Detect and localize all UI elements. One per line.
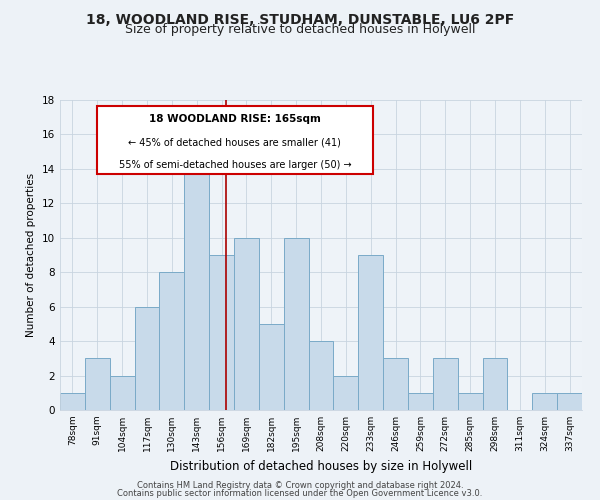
FancyBboxPatch shape bbox=[97, 106, 373, 174]
Bar bbox=[433, 358, 458, 410]
Bar bbox=[334, 376, 358, 410]
Text: Contains public sector information licensed under the Open Government Licence v3: Contains public sector information licen… bbox=[118, 488, 482, 498]
Bar bbox=[184, 169, 209, 410]
Bar bbox=[60, 393, 85, 410]
X-axis label: Distribution of detached houses by size in Holywell: Distribution of detached houses by size … bbox=[170, 460, 472, 472]
Bar bbox=[284, 238, 308, 410]
Text: Contains HM Land Registry data © Crown copyright and database right 2024.: Contains HM Land Registry data © Crown c… bbox=[137, 481, 463, 490]
Bar bbox=[532, 393, 557, 410]
Text: 18, WOODLAND RISE, STUDHAM, DUNSTABLE, LU6 2PF: 18, WOODLAND RISE, STUDHAM, DUNSTABLE, L… bbox=[86, 12, 514, 26]
Bar bbox=[259, 324, 284, 410]
Text: 18 WOODLAND RISE: 165sqm: 18 WOODLAND RISE: 165sqm bbox=[149, 114, 321, 124]
Bar bbox=[160, 272, 184, 410]
Bar bbox=[134, 306, 160, 410]
Text: ← 45% of detached houses are smaller (41): ← 45% of detached houses are smaller (41… bbox=[128, 137, 341, 147]
Bar bbox=[234, 238, 259, 410]
Bar bbox=[458, 393, 482, 410]
Bar bbox=[557, 393, 582, 410]
Text: Size of property relative to detached houses in Holywell: Size of property relative to detached ho… bbox=[125, 22, 475, 36]
Bar bbox=[209, 255, 234, 410]
Bar bbox=[358, 255, 383, 410]
Bar bbox=[383, 358, 408, 410]
Bar bbox=[482, 358, 508, 410]
Bar bbox=[308, 341, 334, 410]
Bar bbox=[110, 376, 134, 410]
Y-axis label: Number of detached properties: Number of detached properties bbox=[26, 173, 37, 337]
Bar bbox=[408, 393, 433, 410]
Text: 55% of semi-detached houses are larger (50) →: 55% of semi-detached houses are larger (… bbox=[119, 160, 351, 170]
Bar bbox=[85, 358, 110, 410]
